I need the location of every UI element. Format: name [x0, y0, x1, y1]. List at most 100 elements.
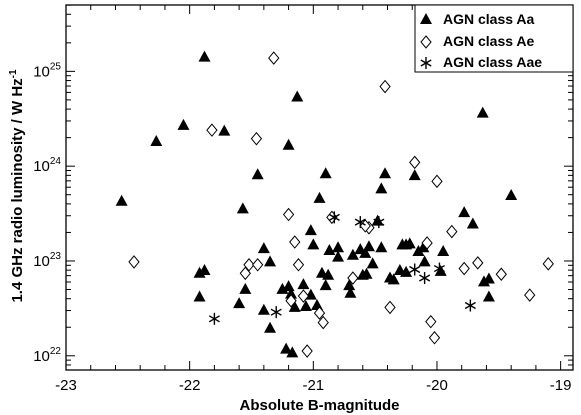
y-tick-label: 1022: [33, 346, 61, 365]
point-ae: [458, 261, 470, 276]
point-aa: [408, 169, 421, 181]
y-axis-title-text: 1.4 GHz radio luminosity / W Hz: [9, 78, 26, 302]
point-aa: [297, 278, 310, 290]
legend-item-aae: AGN class Aae: [420, 54, 542, 70]
point-ae: [285, 294, 297, 308]
point-aa: [387, 273, 400, 285]
point-aa: [177, 118, 190, 130]
point-aa: [458, 206, 471, 218]
y-tick-label: 1025: [33, 61, 61, 80]
point-aae: [433, 262, 445, 275]
x-tick-label: -20: [426, 377, 448, 394]
tick-labels: -23 -22 -21 -20 -19 1022 1023 1024 1025: [33, 61, 571, 394]
legend-item-ae: AGN class Ae: [420, 33, 535, 49]
y-tick-label: 1023: [33, 251, 61, 270]
point-aa: [393, 263, 406, 275]
point-ae: [313, 306, 326, 320]
point-aa: [311, 299, 324, 311]
point-aa: [319, 167, 332, 179]
point-aa: [343, 279, 356, 291]
legend-box: [414, 4, 574, 73]
x-tick-label: -21: [302, 377, 324, 394]
point-ae: [317, 315, 329, 330]
point-ae: [301, 344, 313, 358]
point-aae: [373, 216, 385, 229]
point-aa: [375, 182, 388, 194]
point-aa: [476, 106, 489, 118]
x-tick-label: -19: [550, 377, 572, 394]
point-aae: [328, 211, 340, 224]
point-aae: [270, 306, 282, 319]
point-ae: [495, 267, 507, 282]
point-aa: [332, 241, 345, 253]
point-aa: [356, 268, 369, 280]
point-ae: [379, 79, 391, 94]
point-aa: [412, 244, 425, 256]
legend-item-aa: AGN class Aa: [420, 11, 535, 27]
point-aa: [257, 242, 270, 254]
point-aa: [304, 224, 317, 236]
point-aa: [362, 240, 375, 252]
point-aa: [198, 263, 211, 275]
legend-label-aae: AGN class Aae: [443, 54, 542, 70]
legend-marker-asterisk: [420, 57, 432, 69]
point-ae: [472, 256, 484, 270]
point-aa: [233, 297, 246, 309]
point-ae: [384, 300, 396, 315]
x-tick-label: -22: [179, 377, 201, 394]
point-aa: [375, 241, 388, 253]
point-aa: [282, 280, 295, 292]
point-aa: [434, 264, 447, 276]
point-aa: [276, 282, 289, 294]
point-aa: [239, 282, 252, 294]
point-aa: [379, 167, 392, 179]
x-axis-title: Absolute B-magnitude: [240, 397, 400, 414]
point-aa: [115, 194, 128, 206]
point-aa: [418, 255, 431, 267]
point-aa: [359, 246, 372, 258]
point-ae: [128, 255, 140, 269]
point-aa: [307, 238, 320, 250]
point-ae: [282, 207, 295, 222]
point-aa: [319, 279, 332, 291]
point-aa: [437, 244, 450, 256]
point-aa: [285, 287, 298, 299]
point-ae: [425, 314, 437, 329]
point-aa: [366, 257, 379, 269]
point-aa: [251, 168, 264, 180]
point-aa: [193, 266, 206, 278]
point-aa: [198, 50, 211, 62]
point-ae: [421, 236, 433, 250]
point-aa: [322, 268, 335, 280]
point-ae: [431, 174, 443, 189]
point-aa: [505, 189, 518, 201]
point-aa: [286, 346, 299, 358]
legend-label-aa: AGN class Aa: [443, 11, 535, 27]
point-aa: [236, 202, 249, 214]
point-aa: [264, 255, 277, 267]
point-aa: [346, 248, 359, 260]
x-tick-label: -23: [55, 377, 77, 394]
y-tick-label: 1024: [33, 156, 61, 175]
point-aa: [218, 124, 231, 136]
point-aa: [264, 321, 277, 333]
y-axis-title: 1.4 GHz radio luminosity / W Hz-1: [8, 69, 26, 303]
point-aa: [313, 191, 326, 203]
point-aa: [477, 275, 490, 287]
point-ae: [239, 266, 251, 281]
point-ae: [524, 288, 536, 302]
y-axis-title-superscript: -1: [8, 69, 19, 78]
point-ae: [347, 271, 359, 285]
point-aa: [403, 237, 416, 249]
point-ae: [428, 330, 441, 345]
point-ae: [243, 257, 255, 272]
point-ae: [292, 257, 305, 272]
point-ae: [446, 224, 458, 239]
point-ae: [250, 131, 263, 146]
legend-marker-triangle: [420, 13, 432, 24]
point-aa: [288, 300, 301, 312]
point-ae: [409, 155, 421, 170]
point-ae: [289, 235, 301, 249]
point-aa: [280, 342, 293, 354]
